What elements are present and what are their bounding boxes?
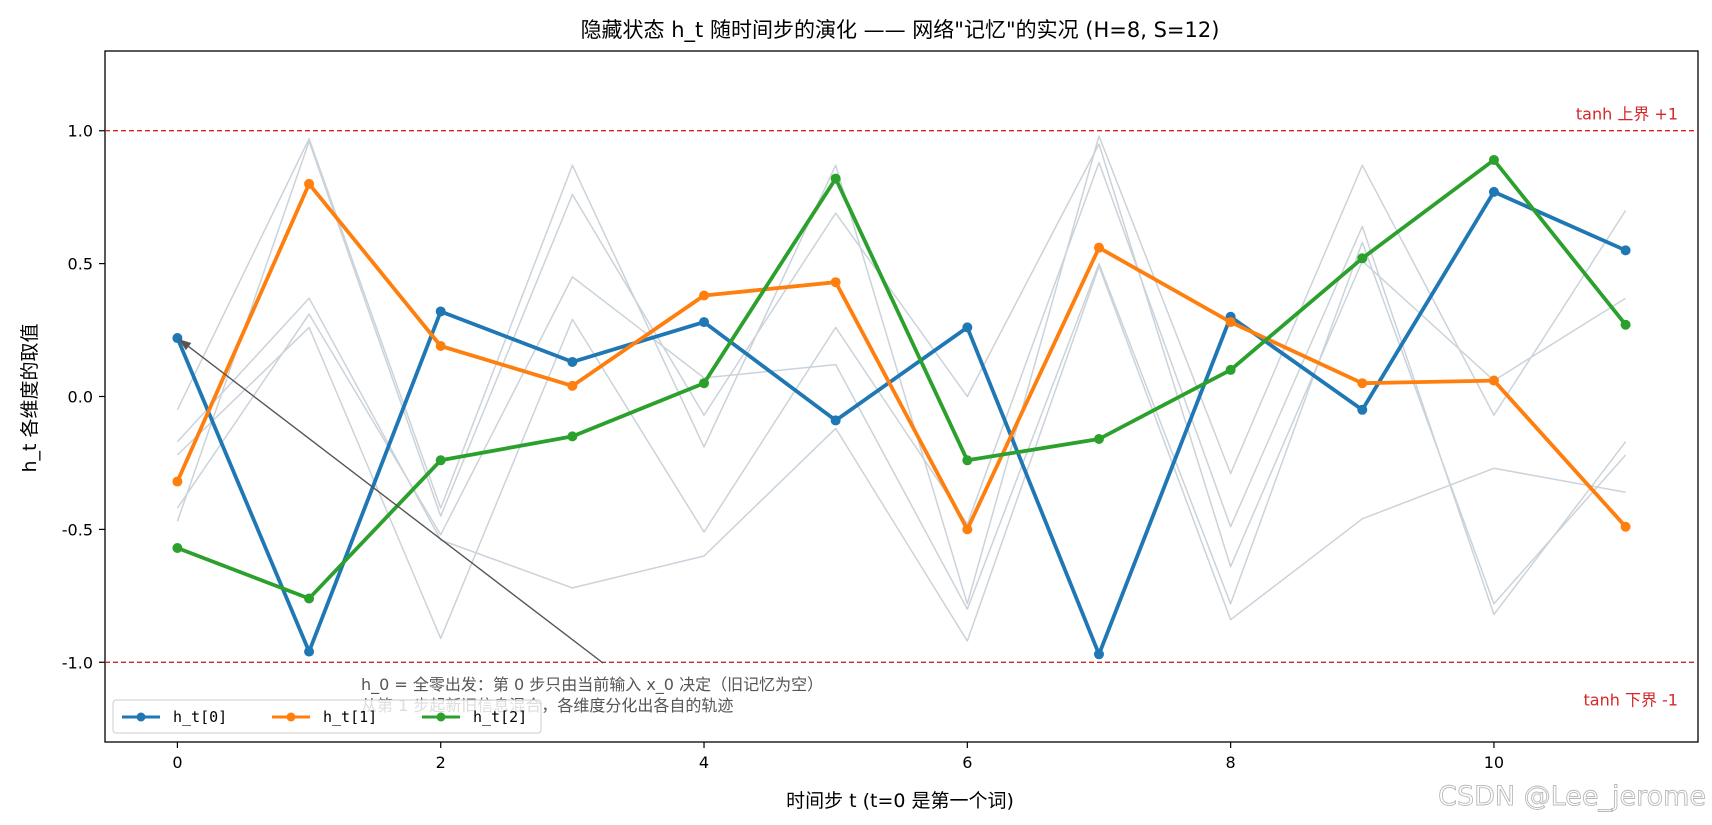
series-line-2 <box>176 158 1628 601</box>
legend-item-h0: h_t[0] <box>122 708 227 726</box>
annotation-text-line1: h_0 = 全零出发：第 0 步只由当前输入 x_0 决定（旧记忆为空） <box>361 675 823 695</box>
legend-label-h2: h_t[2] <box>473 708 527 726</box>
legend-label-h0: h_t[0] <box>173 708 227 726</box>
series-0-point-2 <box>435 306 446 317</box>
series-0-point-10 <box>1488 186 1499 197</box>
series-line-0 <box>175 189 1627 657</box>
legend-item-h2: h_t[2] <box>422 708 527 726</box>
x-tick-label-2: 2 <box>436 753 446 772</box>
series-0-point-5 <box>830 415 841 426</box>
lower-bound-label: tanh 下界 -1 <box>1584 690 1679 709</box>
series-2-point-1 <box>304 593 315 604</box>
series-0 <box>172 186 1631 660</box>
series-1-point-7 <box>1093 242 1104 253</box>
series-0-point-1 <box>304 646 315 657</box>
series-2-point-2 <box>435 455 446 466</box>
background-line-0 <box>176 135 1627 605</box>
x-axis-label: 时间步 t (t=0 是第一个词) <box>786 790 1014 812</box>
background-line-2 <box>176 161 1627 640</box>
series-1-point-3 <box>567 380 578 391</box>
series-2-point-6 <box>962 455 973 466</box>
series-2-point-9 <box>1357 253 1368 264</box>
series-1-point-5 <box>830 277 841 288</box>
series-0-point-3 <box>567 356 578 367</box>
series-2-point-7 <box>1093 434 1104 445</box>
series-0-point-4 <box>699 317 710 328</box>
y-tick-label--0.5: -0.5 <box>62 520 93 539</box>
series-0-point-6 <box>962 322 973 333</box>
y-tick-label-0.5: 0.5 <box>68 255 93 274</box>
background-line-4 <box>176 140 1626 568</box>
series-2-point-4 <box>699 378 710 389</box>
background-lines <box>176 135 1627 642</box>
reference-lines: tanh 上界 +1 tanh 下界 -1 <box>105 105 1698 709</box>
x-axis-ticks: 0 2 4 6 8 10 <box>172 742 1504 772</box>
series-2 <box>172 154 1631 604</box>
series-1-point-10 <box>1488 375 1499 386</box>
x-tick-label-0: 0 <box>172 753 182 772</box>
x-tick-label-6: 6 <box>962 753 972 772</box>
series-2-point-11 <box>1620 319 1631 330</box>
chart-title: 隐藏状态 h_t 随时间步的演化 —— 网络"记忆"的实况 (H=8, S=12… <box>581 18 1220 43</box>
background-line-3 <box>176 241 1627 610</box>
series-0-point-9 <box>1357 404 1368 415</box>
series-2-point-5 <box>830 173 841 184</box>
series-1-point-9 <box>1357 378 1368 389</box>
series-2-point-3 <box>567 431 578 442</box>
series-1-point-8 <box>1225 317 1236 328</box>
watermark: CSDN @Lee_jerome <box>1438 781 1706 812</box>
y-tick-label-1: 1.0 <box>68 122 93 141</box>
plot-frame <box>104 50 1699 743</box>
series-1-point-6 <box>962 524 973 535</box>
series-2-point-0 <box>172 542 183 553</box>
upper-bound-label: tanh 上界 +1 <box>1576 105 1678 124</box>
background-line-1 <box>176 265 1626 642</box>
series-1-point-11 <box>1620 521 1631 532</box>
series-line-1 <box>175 181 1628 532</box>
annotation: h_0 = 全零出发：第 0 步只由当前输入 x_0 决定（旧记忆为空） 从第 … <box>178 338 823 715</box>
x-tick-label-8: 8 <box>1226 753 1236 772</box>
legend-label-h1: h_t[1] <box>323 708 377 726</box>
annotation-arrowhead <box>179 339 192 351</box>
series-0-point-11 <box>1620 245 1631 256</box>
x-tick-label-4: 4 <box>699 753 709 772</box>
series-1-point-1 <box>304 178 315 189</box>
series-1-point-2 <box>435 341 446 352</box>
y-tick-label--1: -1.0 <box>62 653 93 672</box>
x-tick-label-10: 10 <box>1484 753 1504 772</box>
legend: h_t[0] h_t[1] h_t[2] <box>112 699 542 734</box>
legend-box <box>112 699 542 734</box>
y-axis-ticks: -1.0 -0.5 0.0 0.5 1.0 <box>62 122 105 672</box>
annotation-arrow <box>178 338 604 664</box>
series-1-point-4 <box>699 290 710 301</box>
series-2-point-8 <box>1225 364 1236 375</box>
legend-item-h1: h_t[1] <box>272 708 377 726</box>
series-1 <box>172 178 1631 535</box>
series-2-point-10 <box>1488 154 1499 165</box>
series-lines <box>172 154 1631 660</box>
series-1-point-0 <box>172 476 183 487</box>
y-tick-label-0: 0.0 <box>68 388 93 407</box>
series-0-point-7 <box>1093 649 1104 660</box>
y-axis-label: h_t 各维度的取值 <box>19 323 41 472</box>
